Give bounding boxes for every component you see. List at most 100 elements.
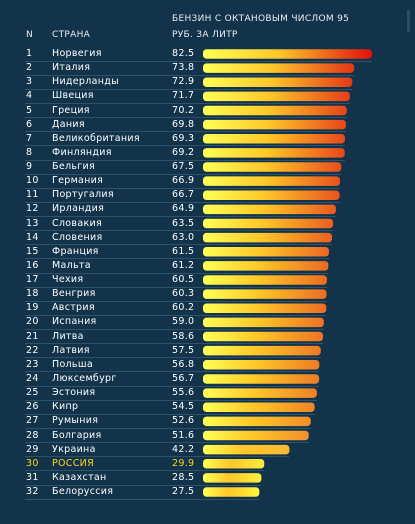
rank-label: 25 — [26, 387, 39, 399]
bar-26 — [203, 402, 315, 412]
rank-label: 24 — [26, 372, 39, 384]
value-label: 51.6 — [172, 429, 195, 441]
country-label: Бельгия — [52, 161, 96, 173]
value-label: 64.9 — [172, 203, 195, 215]
value-label: 60.5 — [172, 274, 195, 286]
rank-label: 13 — [26, 217, 39, 229]
value-label: 60.3 — [172, 288, 195, 300]
country-label: Венгрия — [52, 288, 96, 300]
bar-16 — [203, 261, 329, 271]
rank-label: 12 — [26, 203, 39, 215]
bar-25 — [203, 388, 317, 398]
row-separator — [25, 131, 346, 133]
country-label: Мальта — [52, 259, 91, 271]
row-separator — [25, 88, 353, 90]
country-label: Словакия — [52, 217, 102, 229]
value-label: 82.5 — [172, 48, 195, 59]
country-label: Казахстан — [52, 471, 107, 483]
country-label: Люксембург — [52, 372, 117, 384]
value-label: 54.5 — [172, 401, 195, 413]
bar-2 — [203, 63, 355, 73]
rank-label: 23 — [26, 358, 39, 370]
country-label: Литва — [52, 330, 84, 342]
row-separator — [25, 117, 347, 119]
country-label: Великобритания — [52, 132, 140, 144]
bar-19 — [203, 303, 327, 314]
bar-6 — [203, 119, 346, 130]
value-label: 61.5 — [172, 245, 195, 257]
rank-label: 27 — [26, 415, 39, 427]
row-separator — [25, 300, 327, 302]
rank-label: 15 — [26, 245, 39, 257]
value-label: 63.0 — [172, 231, 195, 243]
country-label: Греция — [52, 104, 90, 116]
row-separator — [25, 484, 262, 486]
rank-label: 3 — [26, 76, 33, 88]
country-label: Норвегия — [52, 48, 102, 59]
value-label: 27.5 — [172, 486, 195, 498]
row-separator — [25, 244, 333, 246]
value-label: 61.2 — [172, 259, 195, 271]
row-separator — [25, 427, 311, 429]
rank-label: 22 — [26, 344, 39, 356]
rank-label: 9 — [26, 161, 33, 173]
row-separator — [25, 230, 334, 232]
rank-label: 14 — [26, 231, 39, 243]
country-label: Румыния — [52, 415, 99, 427]
rank-label: 8 — [26, 146, 33, 158]
bar-10 — [203, 176, 341, 186]
bar-1 — [203, 49, 372, 59]
bar-22 — [203, 345, 321, 356]
value-label: 69.3 — [172, 132, 195, 144]
bar-15 — [203, 247, 329, 257]
rank-label: 4 — [26, 90, 33, 102]
bar-20 — [203, 317, 324, 328]
country-label: РОССИЯ — [52, 457, 94, 469]
bar-32 — [203, 487, 260, 497]
row-separator — [25, 329, 324, 331]
rank-label: 2 — [26, 62, 33, 74]
row-separator — [25, 258, 329, 260]
bar-27 — [203, 416, 311, 427]
country-label: Нидерланды — [52, 76, 119, 88]
value-label: 69.2 — [172, 146, 195, 158]
bar-28 — [203, 430, 309, 441]
bar-9 — [203, 162, 342, 172]
row-separator — [25, 173, 342, 175]
rank-label: 11 — [26, 189, 39, 201]
row-separator — [25, 272, 329, 274]
row-separator — [25, 74, 355, 76]
bar-5 — [203, 105, 347, 116]
value-label: 52.6 — [172, 415, 195, 427]
value-label: 28.5 — [172, 471, 195, 483]
row-separator — [25, 216, 336, 218]
rank-label: 18 — [26, 288, 39, 300]
country-label: Белоруссия — [52, 486, 114, 498]
row-separator — [25, 343, 324, 345]
value-label: 60.2 — [172, 302, 195, 314]
bar-18 — [203, 289, 327, 299]
rank-label: 20 — [26, 316, 39, 328]
value-label: 59.0 — [172, 316, 195, 328]
rank-label: 28 — [26, 429, 39, 441]
value-label: 63.5 — [172, 217, 195, 229]
scroll-edge — [407, 10, 410, 32]
country-label: Украина — [52, 443, 96, 455]
rank-label: 1 — [26, 48, 33, 59]
bar-17 — [203, 275, 327, 285]
rank-label: 7 — [26, 132, 33, 144]
country-label: Италия — [52, 62, 91, 74]
bar-4 — [203, 91, 350, 102]
row-separator — [25, 286, 327, 288]
row-separator — [25, 399, 317, 401]
rank-label: 26 — [26, 401, 39, 413]
rank-label: 16 — [26, 259, 39, 271]
value-label: 58.6 — [172, 330, 195, 342]
bar-8 — [203, 148, 345, 158]
bar-30 — [203, 458, 265, 469]
bar-11 — [203, 190, 340, 200]
value-label: 66.7 — [172, 189, 195, 201]
bar-7 — [203, 133, 345, 144]
country-column-header: СТРАНА — [52, 30, 91, 40]
